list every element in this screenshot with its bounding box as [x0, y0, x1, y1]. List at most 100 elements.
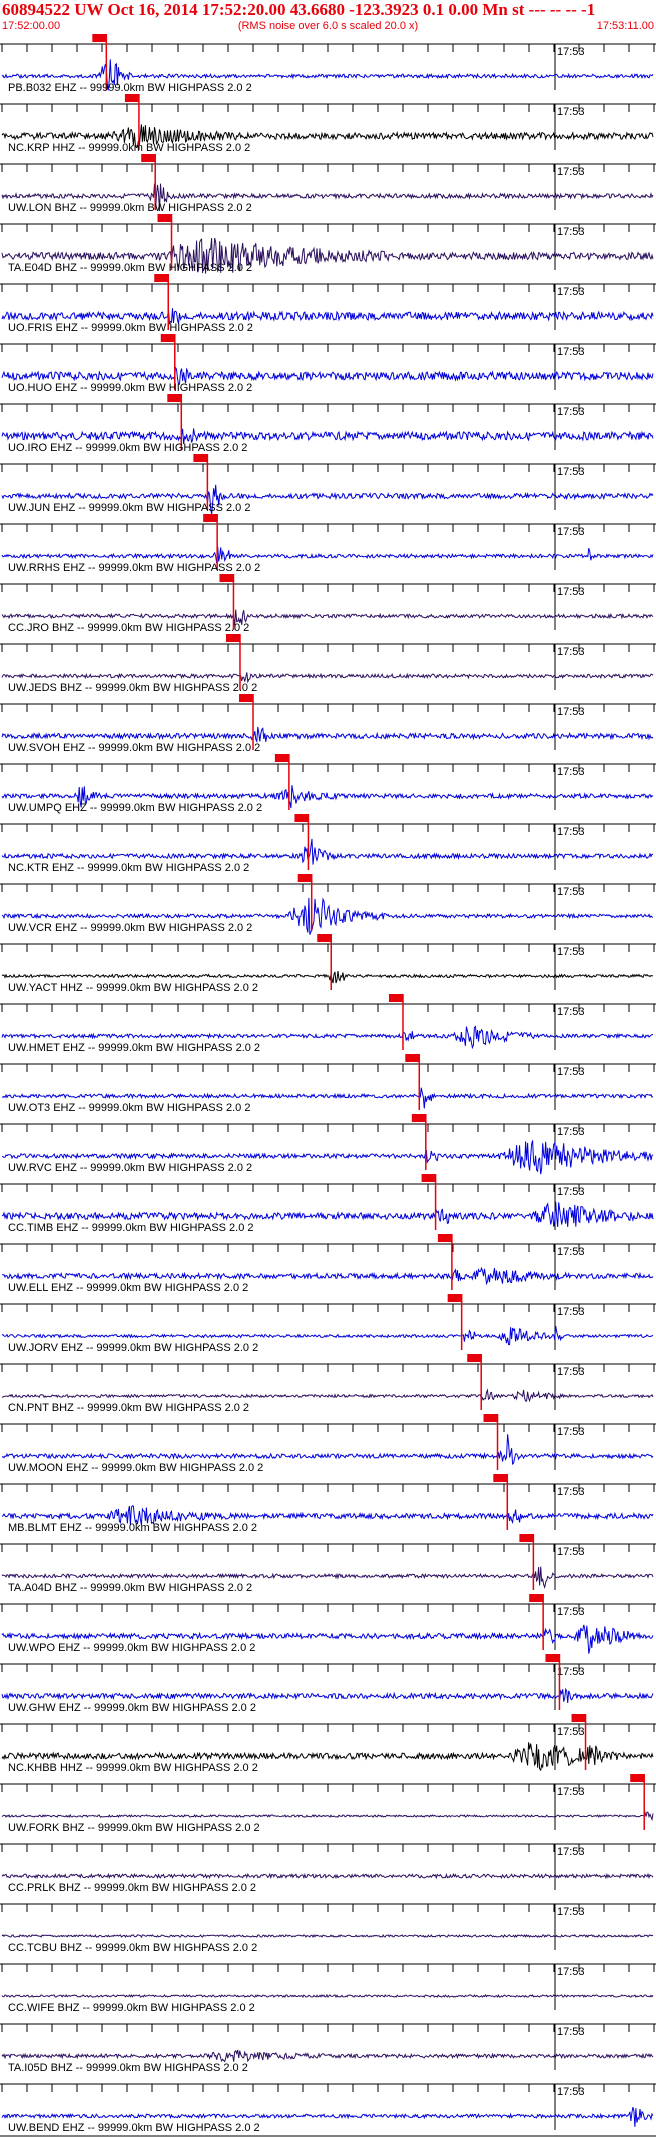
seismic-trace — [1, 1326, 654, 1346]
pick-flag — [388, 994, 403, 1002]
pick-flag — [141, 154, 156, 162]
station-label: TA.E04D BHZ -- 99999.0km BW HIGHPASS 2.0… — [8, 262, 252, 274]
pick-flag — [421, 1174, 436, 1182]
station-label: UW.JORV EHZ -- 99999.0km BW HIGHPASS 2.0… — [8, 1342, 258, 1354]
pick-flag — [529, 1594, 544, 1602]
station-label: UW.MOON EHZ -- 99999.0km BW HIGHPASS 2.0… — [8, 1462, 263, 1474]
seismic-trace — [1, 1566, 654, 1590]
seismic-trace — [1, 1933, 654, 1939]
station-label: UW.WPO EHZ -- 99999.0km BW HIGHPASS 2.0 … — [8, 1642, 255, 1654]
minute-marker-label: 17:53 — [557, 826, 585, 838]
station-label: UW.ELL EHZ -- 99999.0km BW HIGHPASS 2.0 … — [8, 1282, 248, 1294]
minute-marker-label: 17:53 — [557, 1246, 585, 1258]
station-label: NC.KTR EHZ -- 99999.0km BW HIGHPASS 2.0 … — [8, 862, 249, 874]
minute-marker-label: 17:53 — [557, 1546, 585, 1558]
minute-marker-label: 17:53 — [557, 1306, 585, 1318]
minute-marker-label: 17:53 — [557, 1786, 585, 1798]
pick-flag — [160, 334, 175, 342]
record-header: 60894522 UW Oct 16, 2014 17:52:20.00 43.… — [0, 0, 656, 34]
pick-flag — [294, 814, 309, 822]
minute-marker-label: 17:53 — [557, 1486, 585, 1498]
pick-flag — [571, 1714, 586, 1722]
pick-flag — [297, 874, 312, 882]
seismic-trace — [1, 308, 654, 325]
station-label: UW.SVOH EHZ -- 99999.0km BW HIGHPASS 2.0… — [8, 742, 260, 754]
seismic-trace — [1, 366, 654, 385]
noise-note: (RMS noise over 6.0 s scaled 20.0 x) — [237, 20, 419, 32]
minute-marker-label: 17:53 — [557, 2026, 585, 2038]
seismic-trace — [1, 609, 654, 626]
station-label: CC.PRLK BHZ -- 99999.0km BW HIGHPASS 2.0… — [8, 1882, 256, 1894]
pick-flag — [467, 1354, 482, 1362]
minute-marker-label: 17:53 — [557, 1906, 585, 1918]
minute-marker-label: 17:53 — [557, 766, 585, 778]
seismic-trace — [1, 672, 654, 684]
seismic-trace — [1, 1505, 654, 1526]
minute-marker-label: 17:53 — [557, 646, 585, 658]
minute-marker-label: 17:53 — [557, 106, 585, 118]
seismic-trace — [1, 1687, 654, 1704]
station-label: UW.VCR EHZ -- 99999.0km BW HIGHPASS 2.0 … — [8, 922, 252, 934]
station-label: TA.I05D BHZ -- 99999.0km BW HIGHPASS 2.0… — [8, 2062, 248, 2074]
minute-marker-label: 17:53 — [557, 466, 585, 478]
seismic-trace — [1, 484, 654, 515]
station-label: UW.GHW EHZ -- 99999.0km BW HIGHPASS 2.0 … — [8, 1702, 256, 1714]
pick-flag — [437, 1234, 452, 1242]
station-label: UW.RRHS EHZ -- 99999.0km BW HIGHPASS 2.0… — [8, 562, 260, 574]
pick-flag — [274, 754, 289, 762]
seismic-trace — [1, 1434, 654, 1466]
minute-marker-label: 17:53 — [557, 166, 585, 178]
pick-flag — [193, 454, 208, 462]
station-label: NC.KHBB HHZ -- 99999.0km BW HIGHPASS 2.0… — [8, 1762, 258, 1774]
station-label: UW.LON BHZ -- 99999.0km BW HIGHPASS 2.0 … — [8, 202, 252, 214]
station-label: UW.HMET EHZ -- 99999.0km BW HIGHPASS 2.0… — [8, 1042, 260, 1054]
pick-flag — [405, 1054, 420, 1062]
pick-flag — [124, 94, 139, 102]
minute-marker-label: 17:53 — [557, 226, 585, 238]
minute-marker-label: 17:53 — [557, 1426, 585, 1438]
station-label: UO.HUO EHZ -- 99999.0km BW HIGHPASS 2.0 … — [8, 382, 252, 394]
station-label: UW.UMPQ EHZ -- 99999.0km BW HIGHPASS 2.0… — [8, 802, 262, 814]
minute-marker-label: 17:53 — [557, 1066, 585, 1078]
pick-flag — [493, 1474, 508, 1482]
station-label: CN.PNT BHZ -- 99999.0km BW HIGHPASS 2.0 … — [8, 1402, 249, 1414]
minute-marker-label: 17:53 — [557, 2086, 585, 2098]
seismic-trace — [1, 897, 654, 935]
pick-flag — [545, 1654, 560, 1662]
seismic-trace — [1, 1025, 654, 1050]
station-label: UW.FORK BHZ -- 99999.0km BW HIGHPASS 2.0… — [8, 1822, 260, 1834]
pick-flag — [92, 34, 107, 42]
seismic-trace — [1, 838, 654, 865]
minute-marker-label: 17:53 — [557, 1126, 585, 1138]
pick-flag — [411, 1114, 426, 1122]
seismic-trace — [1, 2106, 654, 2127]
station-label: MB.BLMT EHZ -- 99999.0km BW HIGHPASS 2.0… — [8, 1522, 257, 1534]
station-label: UW.RVC EHZ -- 99999.0km BW HIGHPASS 2.0 … — [8, 1162, 252, 1174]
pick-flag — [167, 394, 182, 402]
minute-marker-label: 17:53 — [557, 1846, 585, 1858]
seismic-trace — [1, 1624, 654, 1654]
minute-marker-label: 17:53 — [557, 1366, 585, 1378]
station-label: UW.OT3 EHZ -- 99999.0km BW HIGHPASS 2.0 … — [8, 1102, 250, 1114]
minute-marker-label: 17:53 — [557, 1666, 585, 1678]
pick-flag — [447, 1294, 462, 1302]
seismic-trace — [1, 2049, 654, 2063]
minute-marker-label: 17:53 — [557, 706, 585, 718]
minute-marker-label: 17:53 — [557, 526, 585, 538]
window-start-time: 17:52:00.00 — [2, 20, 61, 32]
event-title: 60894522 UW Oct 16, 2014 17:52:20.00 43.… — [2, 0, 596, 19]
seismic-trace — [1, 1810, 654, 1822]
pick-flag — [239, 694, 254, 702]
station-label: UW.YACT HHZ -- 99999.0km BW HIGHPASS 2.0… — [8, 982, 258, 994]
seismic-trace — [1, 428, 654, 445]
station-label: CC.TIMB EHZ -- 99999.0km BW HIGHPASS 2.0… — [8, 1222, 254, 1234]
station-label: UW.JUN EHZ -- 99999.0km BW HIGHPASS 2.0 … — [8, 502, 250, 514]
station-label: TA.A04D BHZ -- 99999.0km BW HIGHPASS 2.0… — [8, 1582, 252, 1594]
pick-flag — [154, 274, 169, 282]
pick-flag — [630, 1774, 645, 1782]
minute-marker-label: 17:53 — [557, 1966, 585, 1978]
minute-marker-label: 17:53 — [557, 46, 585, 58]
station-label: UO.IRO EHZ -- 99999.0km BW HIGHPASS 2.0 … — [8, 442, 247, 454]
pick-flag — [157, 214, 172, 222]
pick-flag — [483, 1414, 498, 1422]
